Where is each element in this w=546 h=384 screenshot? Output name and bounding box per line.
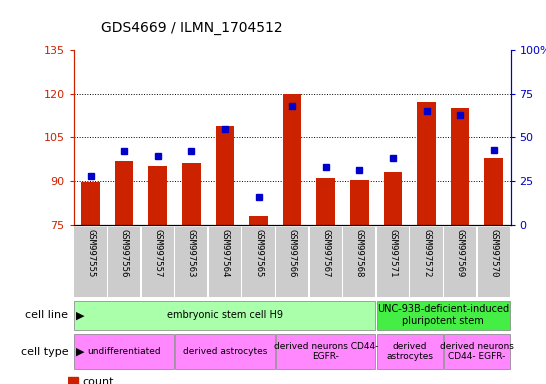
FancyBboxPatch shape: [377, 334, 443, 369]
Text: UNC-93B-deficient-induced
pluripotent stem: UNC-93B-deficient-induced pluripotent st…: [377, 305, 509, 326]
FancyBboxPatch shape: [343, 227, 376, 297]
Text: derived
astrocytes: derived astrocytes: [386, 342, 433, 361]
FancyBboxPatch shape: [377, 227, 409, 297]
FancyBboxPatch shape: [175, 227, 207, 297]
Bar: [115, 161, 133, 225]
Text: GSM997565: GSM997565: [254, 229, 263, 277]
Text: GSM997569: GSM997569: [455, 229, 465, 277]
Bar: [182, 164, 200, 225]
Text: GSM997567: GSM997567: [321, 229, 330, 277]
Text: undifferentiated: undifferentiated: [87, 347, 161, 356]
FancyBboxPatch shape: [444, 227, 476, 297]
FancyBboxPatch shape: [478, 227, 510, 297]
Text: embryonic stem cell H9: embryonic stem cell H9: [167, 310, 283, 320]
Text: GDS4669 / ILMN_1704512: GDS4669 / ILMN_1704512: [101, 21, 283, 35]
FancyBboxPatch shape: [310, 227, 342, 297]
Bar: [68, 377, 78, 384]
FancyBboxPatch shape: [411, 227, 443, 297]
FancyBboxPatch shape: [74, 227, 106, 297]
Bar: [81, 182, 100, 225]
Text: GSM997555: GSM997555: [86, 229, 95, 277]
FancyBboxPatch shape: [175, 334, 275, 369]
Text: derived neurons
CD44- EGFR-: derived neurons CD44- EGFR-: [440, 342, 514, 361]
Bar: [149, 166, 167, 225]
Bar: [350, 179, 369, 225]
Text: GSM997563: GSM997563: [187, 229, 196, 277]
Bar: [484, 158, 503, 225]
Text: GSM997571: GSM997571: [388, 229, 397, 277]
FancyBboxPatch shape: [209, 227, 241, 297]
Text: GSM997557: GSM997557: [153, 229, 162, 277]
Bar: [317, 178, 335, 225]
Bar: [216, 126, 234, 225]
FancyBboxPatch shape: [444, 334, 510, 369]
FancyBboxPatch shape: [377, 301, 510, 330]
Text: cell type: cell type: [21, 347, 68, 357]
FancyBboxPatch shape: [276, 334, 376, 369]
Bar: [283, 94, 301, 225]
Text: cell line: cell line: [25, 310, 68, 320]
FancyBboxPatch shape: [276, 227, 308, 297]
Bar: [384, 172, 402, 225]
FancyBboxPatch shape: [108, 227, 140, 297]
Text: derived neurons CD44-
EGFR-: derived neurons CD44- EGFR-: [274, 342, 378, 361]
Text: GSM997566: GSM997566: [288, 229, 296, 277]
Text: GSM997564: GSM997564: [221, 229, 229, 277]
Text: GSM997556: GSM997556: [120, 229, 129, 277]
Bar: [451, 108, 470, 225]
Text: GSM997570: GSM997570: [489, 229, 498, 277]
FancyBboxPatch shape: [74, 301, 376, 330]
FancyBboxPatch shape: [74, 334, 174, 369]
Text: derived astrocytes: derived astrocytes: [183, 347, 267, 356]
Text: ▶: ▶: [76, 347, 85, 357]
Text: GSM997572: GSM997572: [422, 229, 431, 277]
Text: GSM997568: GSM997568: [355, 229, 364, 277]
Bar: [417, 103, 436, 225]
Text: count: count: [82, 377, 114, 384]
Text: ▶: ▶: [76, 310, 85, 320]
FancyBboxPatch shape: [141, 227, 174, 297]
Bar: [250, 216, 268, 225]
FancyBboxPatch shape: [242, 227, 275, 297]
